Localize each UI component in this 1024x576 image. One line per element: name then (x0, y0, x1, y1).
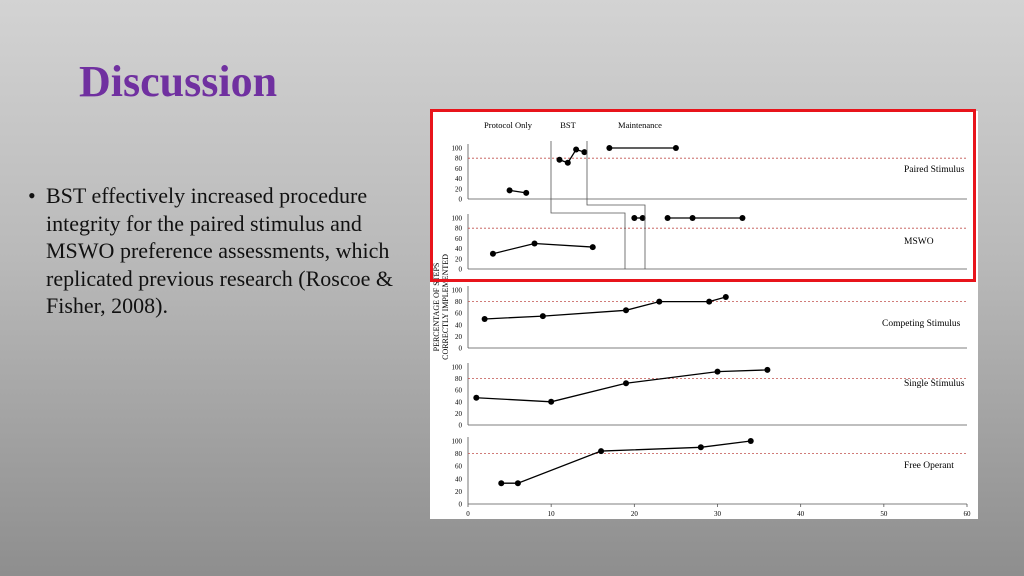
phase-label: Protocol Only (484, 120, 533, 130)
data-point (656, 298, 663, 305)
data-point (606, 145, 613, 151)
multiple-baseline-figure: Protocol Only BST Maintenance 0 20 40 60 80 100 P… (430, 111, 978, 519)
y-tick-label: 0 (459, 501, 463, 509)
data-point (523, 189, 530, 196)
data-point (498, 480, 505, 487)
phase-change-line (586, 141, 646, 269)
data-line (501, 440, 751, 484)
data-point (539, 313, 546, 320)
panel-label: Free Operant (904, 461, 954, 471)
y-tick-label: 20 (455, 410, 463, 418)
y-axis-label: PERCENTAGE OF STEPS (432, 263, 441, 352)
data-line (476, 369, 768, 403)
data-point (764, 366, 771, 373)
data-point (714, 368, 721, 375)
y-tick-label: 40 (455, 175, 463, 183)
y-tick-label: 20 (455, 255, 463, 263)
data-point (489, 250, 496, 257)
x-tick-label: 10 (548, 510, 556, 518)
y-tick-label: 0 (459, 345, 463, 353)
data-point (548, 398, 555, 405)
y-axis-label: CORRECTLY IMPLEMENTED (441, 254, 450, 360)
phase-label: BST (560, 120, 576, 130)
y-tick-label: 20 (455, 488, 463, 496)
panel-label: MSWO (904, 237, 934, 247)
data-point (581, 149, 588, 156)
y-tick-label: 60 (455, 235, 463, 243)
data-point (747, 438, 754, 444)
y-tick-label: 20 (455, 185, 463, 193)
y-tick-label: 80 (455, 298, 463, 306)
data-point (564, 159, 571, 166)
phase-change-line (550, 141, 626, 269)
data-point (473, 394, 480, 401)
y-tick-label: 80 (455, 155, 463, 163)
slide-title: Discussion (79, 57, 278, 106)
data-point (514, 480, 521, 487)
panel-label: Paired Stimulus (904, 165, 965, 175)
panel-label: Single Stimulus (904, 379, 965, 389)
y-tick-label: 0 (459, 196, 463, 204)
y-tick-label: 40 (455, 398, 463, 406)
y-tick-label: 60 (455, 463, 463, 471)
y-tick-label: 40 (455, 245, 463, 253)
data-point (722, 293, 729, 300)
bullet-item: BST effectively increased procedure inte… (28, 182, 408, 320)
y-tick-label: 40 (455, 475, 463, 483)
y-tick-label: 80 (455, 225, 463, 233)
data-point (689, 215, 696, 221)
y-tick-label: 100 (452, 145, 463, 153)
data-point (664, 215, 671, 221)
data-point (556, 156, 563, 163)
data-line (484, 296, 726, 320)
y-tick-label: 20 (455, 333, 463, 341)
data-point (531, 240, 538, 247)
y-tick-label: 60 (455, 310, 463, 318)
chart-svg: Protocol Only BST Maintenance020406080100P… (432, 120, 972, 518)
x-tick-label: 0 (466, 510, 470, 518)
bullet-list: BST effectively increased procedure inte… (28, 182, 408, 320)
y-tick-label: 40 (455, 321, 463, 329)
y-tick-label: 100 (452, 438, 463, 446)
y-tick-label: 0 (459, 266, 463, 274)
data-point (506, 187, 513, 194)
data-line (559, 148, 585, 164)
data-point (623, 380, 630, 387)
y-tick-label: 60 (455, 387, 463, 395)
y-tick-label: 80 (455, 375, 463, 383)
data-point (706, 298, 713, 305)
data-line (492, 242, 593, 255)
data-point (623, 307, 630, 314)
data-point (573, 146, 580, 153)
x-tick-label: 50 (880, 510, 888, 518)
panel-label: Competing Stimulus (882, 319, 961, 329)
data-point (639, 215, 646, 221)
data-point (481, 316, 488, 322)
y-tick-label: 80 (455, 450, 463, 458)
y-tick-label: 0 (459, 422, 463, 430)
data-point (598, 448, 605, 455)
y-tick-label: 100 (452, 364, 463, 372)
x-tick-label: 20 (631, 510, 639, 518)
y-tick-label: 100 (452, 215, 463, 223)
data-point (631, 215, 638, 221)
x-tick-label: 40 (797, 510, 805, 518)
y-tick-label: 60 (455, 165, 463, 173)
y-tick-label: 100 (452, 287, 463, 295)
phase-label: Maintenance (618, 120, 662, 130)
data-point (589, 244, 596, 251)
data-point (672, 145, 679, 151)
x-tick-label: 30 (714, 510, 722, 518)
data-point (697, 444, 704, 451)
x-tick-label: 60 (964, 510, 972, 518)
data-point (739, 215, 746, 221)
